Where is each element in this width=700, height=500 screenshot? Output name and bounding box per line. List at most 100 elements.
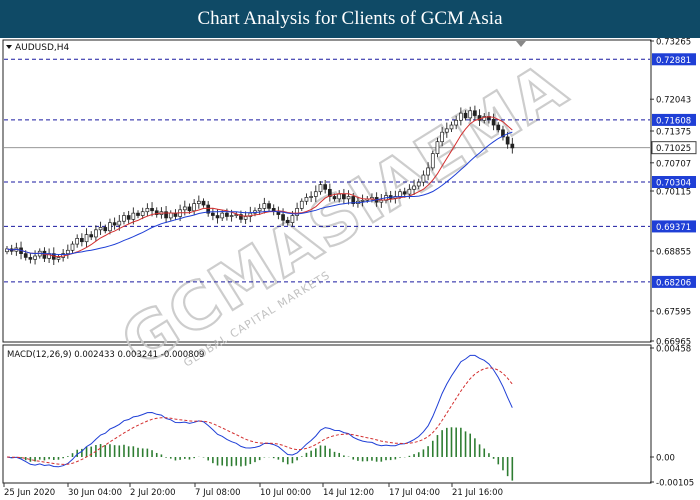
candle-body <box>154 210 159 215</box>
level-price-label: 0.72881 <box>656 56 691 66</box>
symbol-dropdown-icon[interactable] <box>6 45 12 49</box>
time-axis-label: 25 Jun 2020 <box>4 488 55 498</box>
candle-body <box>346 196 351 200</box>
price-axis-label: 0.72043 <box>656 96 691 106</box>
candle-body <box>33 255 37 260</box>
candle-body <box>435 141 440 154</box>
candle-body <box>491 118 496 126</box>
candle-body <box>243 216 248 220</box>
candle-body <box>164 211 168 219</box>
candle-body <box>65 249 70 254</box>
candle-body <box>421 174 426 183</box>
candle-body <box>454 119 459 126</box>
chart-shift-icon[interactable] <box>516 41 526 47</box>
macd-title: MACD(12,26,9) 0.002433 0.003241 -0.00080… <box>7 350 204 360</box>
candle-body <box>468 110 473 119</box>
candle-body <box>220 212 225 219</box>
candle-body <box>351 196 356 204</box>
candle-body <box>337 193 342 200</box>
candle-body <box>398 191 402 197</box>
level-price-label: 0.69371 <box>656 223 691 233</box>
candle-body <box>150 208 154 212</box>
candle-body <box>225 212 229 217</box>
candle-body <box>192 203 197 212</box>
candle-body <box>84 234 89 243</box>
ma-slow-line <box>6 131 513 255</box>
level-price-tag <box>652 53 696 66</box>
signal-line <box>6 367 513 465</box>
candle-body <box>89 234 94 238</box>
candle-body <box>323 184 328 190</box>
candle-body <box>463 112 468 119</box>
candle-body <box>342 193 346 200</box>
level-price-tag <box>652 275 696 288</box>
ma-fast-line <box>6 116 513 258</box>
candle-body <box>28 257 33 260</box>
price-axis-label: 0.70707 <box>656 159 691 169</box>
macd-panel <box>2 344 652 484</box>
candle-body <box>257 208 262 212</box>
level-price-tag <box>652 220 696 233</box>
candle-body <box>145 208 150 213</box>
candle-body <box>56 257 61 260</box>
candle-body <box>248 212 253 217</box>
candle-body <box>426 167 430 176</box>
candle-body <box>360 199 365 202</box>
candle-body <box>290 215 295 224</box>
symbol-label: AUDUSD,H4 <box>15 43 70 53</box>
candle-body <box>173 212 178 217</box>
time-axis-label: 17 Jul 04:00 <box>389 488 440 498</box>
macd-axis-label: -0.00105 <box>656 479 694 489</box>
candle-body <box>229 215 234 217</box>
page-header: Chart Analysis for Clients of GCM Asia <box>0 0 700 38</box>
macd-line <box>6 354 513 468</box>
candle-body <box>70 243 75 251</box>
candle-body <box>285 219 290 224</box>
candle-body <box>459 112 463 121</box>
candle-body <box>407 188 412 195</box>
candle-body <box>136 212 140 216</box>
candle-body <box>318 184 323 193</box>
candle-body <box>117 220 122 226</box>
macd-axis-label: 0.00458 <box>656 345 691 355</box>
candle-body <box>80 238 84 243</box>
candle-body <box>23 253 28 258</box>
chart-canvas: AUDUSD,H4 GCMASIAEMA GLOBAL CAPITAL MARK… <box>2 38 697 498</box>
candle-body <box>211 212 215 216</box>
candle-body <box>122 215 126 222</box>
level-price-label: 0.70304 <box>656 179 691 189</box>
candle-body <box>444 128 449 133</box>
candle-body <box>496 124 501 131</box>
time-axis-label: 2 Jul 20:00 <box>130 488 176 498</box>
candle-body <box>5 248 9 253</box>
candle-body <box>187 206 192 212</box>
candle-body <box>131 212 136 220</box>
level-price-tag <box>652 176 696 188</box>
candle-body <box>140 211 145 216</box>
candle-body <box>206 204 211 214</box>
header-title: Chart Analysis for Clients of GCM Asia <box>197 8 503 29</box>
candle-body <box>313 191 318 197</box>
macd-axis-label: 0.00 <box>656 454 675 464</box>
candle-body <box>501 129 505 138</box>
time-axis-label: 21 Jul 16:00 <box>452 488 503 498</box>
candle-body <box>379 199 384 203</box>
candle-body <box>430 153 435 169</box>
candle-body <box>505 136 510 145</box>
time-axis-label: 10 Jul 00:00 <box>260 488 311 498</box>
candle-body <box>168 212 173 219</box>
candle-body <box>412 185 416 190</box>
candle-body <box>262 203 267 209</box>
candle-body <box>112 222 117 226</box>
candle-body <box>332 196 337 200</box>
candle-body <box>182 206 187 211</box>
time-axis-label: 7 Jul 08:00 <box>195 488 241 498</box>
time-axis-label: 14 Jul 12:00 <box>323 488 374 498</box>
candle-body <box>239 214 243 220</box>
candle-body <box>201 200 206 206</box>
candle-body <box>267 203 271 209</box>
candle-body <box>402 191 407 195</box>
candle-body <box>98 227 103 231</box>
candle-body <box>299 200 304 209</box>
current-price-label: 0.71025 <box>656 144 691 154</box>
